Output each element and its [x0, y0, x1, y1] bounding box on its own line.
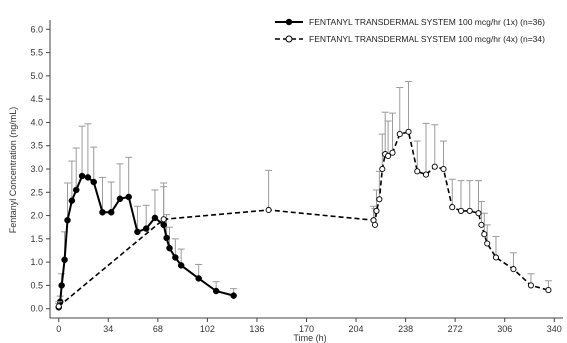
x-tick-label: 34 [103, 324, 113, 334]
data-point-4x [414, 168, 421, 175]
data-point-4x [396, 131, 403, 138]
data-point-4x [379, 165, 386, 173]
series-1x [55, 123, 238, 311]
data-point-4x [422, 171, 430, 178]
x-axis-title: Time (h) [293, 333, 326, 343]
y-tick-label: 1.5 [30, 234, 43, 244]
data-point-4x [484, 240, 491, 247]
y-tick-label: 0.0 [30, 304, 43, 314]
data-point-1x [116, 195, 124, 203]
legend-marker-4x [285, 35, 293, 43]
x-tick-label: 238 [398, 324, 413, 334]
y-tick-label: 2.5 [30, 187, 43, 197]
series-line-1x [57, 175, 234, 308]
data-point-4x [457, 207, 465, 214]
legend-label-1x: FENTANYL TRANSDERMAL SYSTEM 100 mcg/hr (… [309, 17, 545, 27]
data-point-1x [84, 174, 92, 181]
data-point-1x [134, 228, 141, 236]
y-tick-label: 5.0 [30, 71, 43, 81]
data-point-4x [373, 207, 380, 214]
data-point-1x [230, 292, 237, 299]
x-tick-label: 340 [547, 324, 562, 334]
data-point-1x [64, 216, 71, 224]
axes [49, 20, 563, 319]
data-point-4x [545, 287, 552, 294]
data-point-4x [481, 231, 488, 238]
data-point-4x [55, 303, 62, 310]
data-point-4x [431, 163, 438, 170]
x-tick-label: 272 [448, 324, 463, 334]
data-point-4x [449, 204, 456, 211]
x-ticks: 0 34 68 102 136 170 204 238 272 306 340 [56, 318, 562, 334]
data-point-4x [389, 149, 396, 156]
data-point-1x [125, 193, 132, 201]
data-point-4x [371, 221, 379, 228]
x-tick-label: 306 [497, 324, 512, 334]
data-point-1x [177, 262, 185, 269]
y-tick-label: 0.5 [30, 280, 43, 290]
series-layer [55, 80, 552, 311]
data-point-1x [172, 254, 179, 261]
data-point-4x [466, 207, 473, 214]
data-point-4x [265, 206, 272, 214]
data-point-1x [163, 234, 170, 242]
x-tick-label: 68 [153, 324, 163, 334]
data-point-4x [440, 165, 447, 173]
data-point-1x [166, 244, 173, 252]
x-tick-label: 102 [200, 324, 215, 334]
data-point-1x [142, 225, 150, 232]
series-line-4x [58, 131, 549, 308]
data-point-1x [107, 209, 115, 216]
data-point-4x [492, 254, 500, 261]
y-tick-label: 4.0 [30, 117, 43, 127]
data-point-1x [99, 209, 106, 216]
legend-marker-1x [285, 18, 293, 26]
data-point-4x [376, 196, 383, 203]
data-point-1x [151, 214, 159, 222]
y-tick-label: 5.5 [30, 48, 43, 58]
y-axis-title: Fentanyl Concentration (ng/mL) [8, 107, 18, 234]
data-point-1x [68, 197, 76, 204]
y-tick-label: 4.5 [30, 94, 43, 104]
data-point-1x [212, 287, 220, 295]
x-tick-label: 204 [349, 324, 364, 334]
data-point-1x [90, 178, 97, 186]
data-point-1x [72, 186, 80, 194]
y-tick-label: 1.0 [30, 257, 43, 267]
data-point-1x [195, 275, 202, 282]
data-point-4x [527, 282, 534, 289]
y-tick-label: 3.0 [30, 164, 43, 174]
y-tick-label: 3.5 [30, 141, 43, 151]
x-tick-label: 0 [56, 324, 61, 334]
x-tick-label: 170 [299, 324, 314, 334]
series-4x [55, 80, 552, 310]
data-point-1x [58, 282, 65, 289]
data-point-4x [475, 210, 482, 217]
legend: FENTANYL TRANSDERMAL SYSTEM 100 mcg/hr (… [275, 17, 545, 44]
data-point-4x [405, 128, 412, 135]
y-tick-label: 6.0 [30, 24, 43, 34]
data-point-1x [78, 172, 86, 180]
y-tick-label: 2.0 [30, 211, 43, 221]
data-point-4x [510, 266, 517, 273]
data-point-1x [160, 221, 167, 229]
x-tick-label: 136 [249, 324, 264, 334]
y-ticks: 0.0 0.5 1.0 1.5 2.0 2.5 3.0 3.5 4.0 4.5 5.0 5.5 6.0 [30, 24, 50, 314]
data-point-1x [61, 256, 68, 264]
legend-label-4x: FENTANYL TRANSDERMAL SYSTEM 100 mcg/hr (… [309, 34, 545, 44]
data-point-4x [385, 152, 392, 160]
data-point-4x [160, 216, 167, 223]
data-point-4x [478, 221, 485, 228]
